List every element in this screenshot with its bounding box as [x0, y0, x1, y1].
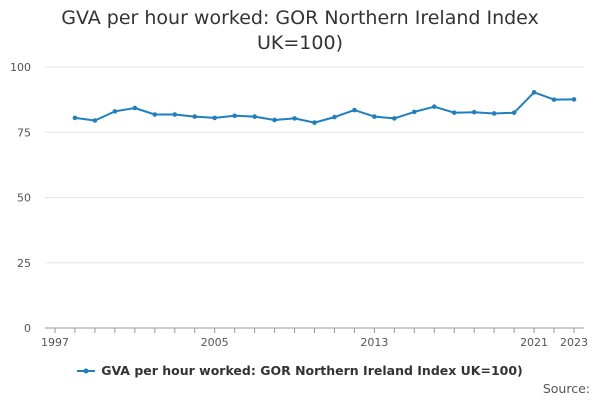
data-point	[272, 117, 277, 123]
legend-label: GVA per hour worked: GOR Northern Irelan…	[101, 363, 523, 378]
x-tick-label: 2005	[201, 336, 229, 349]
y-tick-label: 75	[17, 126, 31, 139]
data-point	[92, 118, 98, 123]
y-axis: 0 25 50 75 100	[10, 61, 31, 335]
data-point	[172, 112, 178, 117]
legend-item[interactable]: GVA per hour worked: GOR Northern Irelan…	[77, 363, 523, 378]
legend[interactable]: GVA per hour worked: GOR Northern Irelan…	[0, 363, 600, 379]
x-tick-label: 2021	[520, 336, 548, 349]
data-point	[372, 114, 377, 119]
data-point	[392, 116, 397, 121]
data-point	[312, 120, 317, 125]
data-point	[551, 97, 557, 102]
chart-title: GVA per hour worked: GOR Northern Irelan…	[61, 7, 539, 54]
data-point	[192, 114, 198, 119]
data-point	[232, 113, 237, 119]
data-point	[212, 115, 217, 121]
legend-swatch-icon	[77, 368, 96, 373]
x-tick-label: 2023	[560, 336, 588, 349]
data-point	[451, 110, 457, 115]
x-axis-labels: 1997 2005 2013 2021 2023	[41, 336, 588, 349]
data-point	[352, 107, 357, 113]
data-point	[412, 109, 417, 115]
y-tick-label: 25	[17, 257, 31, 270]
x-tick-label: 1997	[41, 336, 69, 349]
data-point	[511, 110, 517, 115]
data-point	[112, 109, 118, 114]
data-point	[292, 116, 297, 121]
data-point	[471, 109, 477, 115]
data-point	[491, 111, 497, 116]
data-point	[571, 97, 577, 102]
x-axis	[45, 327, 584, 333]
x-tick-label: 2013	[360, 336, 388, 349]
data-point	[72, 115, 78, 121]
source-label: Source:	[542, 381, 590, 396]
data-point	[152, 112, 158, 117]
data-point	[431, 104, 437, 109]
series-layer	[72, 90, 577, 125]
y-tick-label: 50	[17, 192, 31, 205]
series-line	[74, 91, 575, 124]
y-tick-label: 100	[10, 61, 31, 74]
data-point	[332, 114, 337, 120]
y-tick-label: 0	[24, 322, 31, 335]
gridlines	[45, 66, 584, 329]
data-point	[132, 105, 138, 111]
data-point	[252, 114, 257, 119]
data-point	[531, 90, 537, 95]
